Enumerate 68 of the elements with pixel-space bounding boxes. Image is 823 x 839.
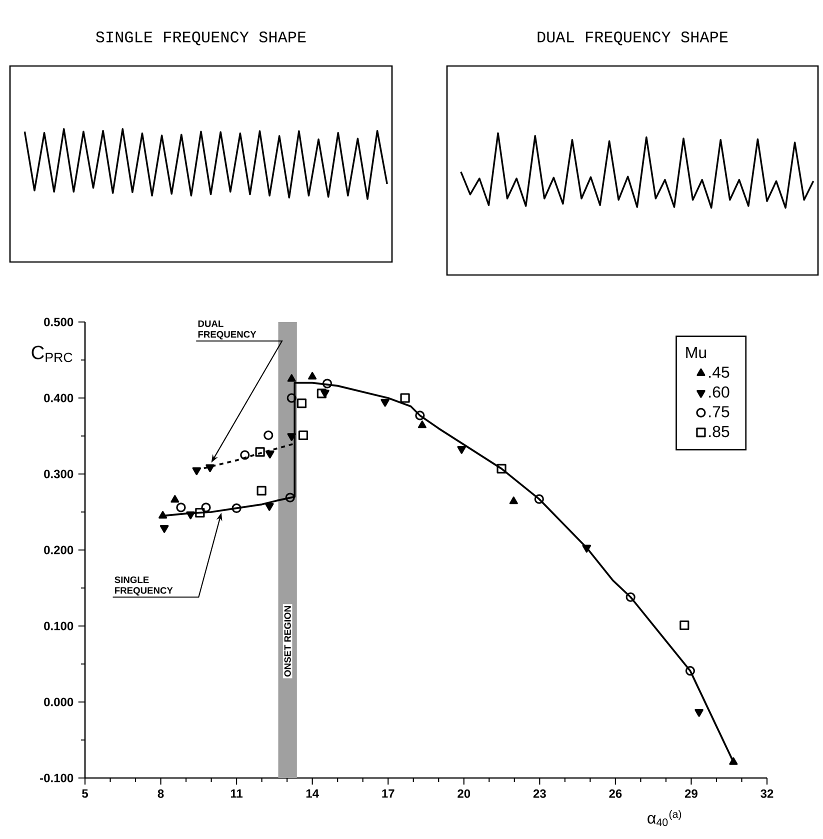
legend-label: .60 (709, 386, 730, 398)
point (729, 757, 738, 765)
point (316, 388, 326, 398)
point (415, 410, 425, 420)
x-tick-label: 23 (533, 789, 546, 798)
x-tick-label: 32 (760, 789, 774, 798)
band-label: ONSET REGION (284, 606, 291, 677)
point (287, 433, 296, 441)
chart-title: SINGLE FREQUENCY SHAPE (96, 32, 306, 46)
y-tick-label: 0.200 (44, 546, 74, 554)
point (255, 447, 265, 457)
y-tick-label: -0.100 (40, 774, 74, 782)
point (160, 525, 169, 533)
point (308, 372, 317, 380)
point (509, 496, 518, 504)
point (298, 430, 308, 440)
annotation: SINGLE FREQUENCY (114, 576, 173, 596)
point (240, 450, 250, 460)
point (206, 464, 214, 472)
point (694, 708, 704, 717)
point (195, 508, 205, 518)
point (626, 592, 636, 602)
point (170, 495, 180, 503)
point (400, 393, 410, 403)
x-tick-label: 8 (158, 789, 164, 798)
legend-label: .75 (709, 406, 730, 418)
point (176, 502, 186, 512)
x-tick-label: 29 (684, 789, 698, 798)
y-tick-label: 0.300 (44, 470, 74, 478)
point (380, 398, 390, 407)
point (201, 502, 211, 512)
point (158, 511, 168, 519)
point (264, 430, 274, 440)
y-tick-label: 0.100 (44, 622, 74, 630)
point (192, 467, 202, 476)
point (496, 464, 506, 474)
point (256, 486, 266, 496)
point (680, 620, 690, 630)
annotation: DUAL FREQUENCY (198, 320, 256, 340)
y-tick-label: 0.400 (44, 394, 74, 402)
point (685, 666, 696, 676)
y-tick-label: 0.500 (44, 318, 74, 326)
point (296, 398, 307, 408)
x-tick-label: 26 (609, 789, 622, 798)
point (186, 511, 195, 520)
point (286, 393, 296, 403)
point (534, 494, 544, 504)
x-tick-label: 17 (382, 789, 394, 798)
chart-title: DUAL FREQUENCY SHAPE (538, 32, 728, 46)
x-tick-label: 20 (458, 789, 470, 798)
x-axis-title: α$_{40}$(a) (648, 810, 682, 826)
legend-label: .85 (709, 426, 730, 438)
point (232, 503, 242, 513)
legend-label: .45 (709, 366, 730, 378)
point (264, 502, 274, 511)
point (266, 450, 274, 458)
point (285, 492, 295, 502)
point (457, 446, 466, 454)
point (418, 420, 426, 428)
point (322, 378, 332, 388)
y-tick-label: 0.000 (44, 698, 74, 706)
point (582, 544, 592, 553)
y-axis-title: C$_{PRC}$ (32, 346, 72, 362)
legend-title: Mu (686, 347, 706, 358)
x-tick-label: 14 (306, 789, 319, 798)
x-tick-label: 11 (230, 789, 243, 798)
x-tick-label: 5 (82, 789, 88, 798)
point (287, 374, 296, 382)
